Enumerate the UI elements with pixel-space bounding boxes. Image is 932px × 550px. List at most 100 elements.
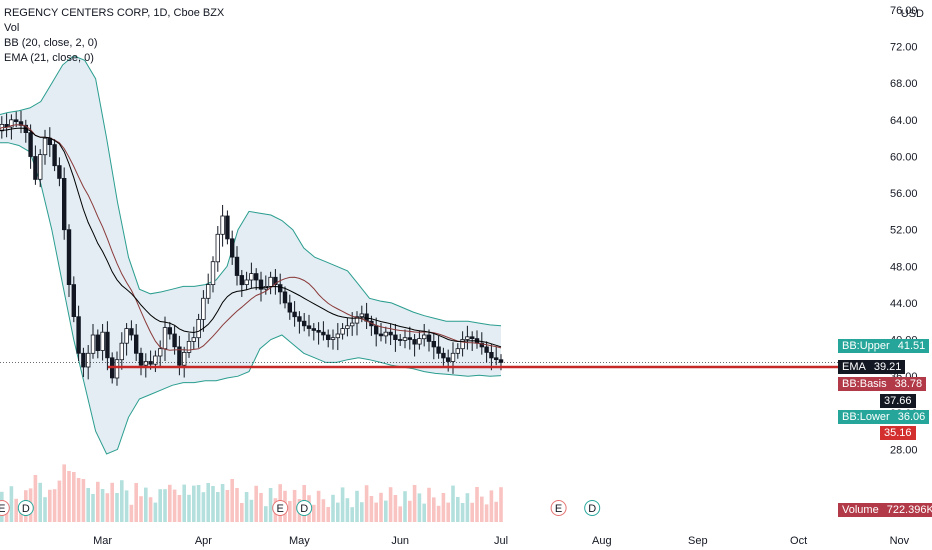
candle-body xyxy=(191,337,196,342)
volume-bar xyxy=(331,494,335,522)
volume-bar xyxy=(489,490,494,522)
candle-body xyxy=(258,279,264,290)
x-tick-label: Aug xyxy=(592,535,612,547)
candle-body xyxy=(287,302,292,313)
support-line[interactable] xyxy=(0,362,880,369)
x-tick-label: Sep xyxy=(688,535,708,547)
volume-bar xyxy=(441,493,446,522)
candle-body xyxy=(52,144,57,167)
volume-bar xyxy=(259,493,263,522)
candle-body xyxy=(489,351,494,359)
volume-bar xyxy=(403,491,407,522)
volume-bar xyxy=(14,498,18,522)
candle-body xyxy=(105,331,110,359)
y-tick-label: 56.00 xyxy=(890,188,918,200)
event-circle xyxy=(550,500,567,516)
x-tick-label: May xyxy=(289,535,310,547)
candle-body xyxy=(469,336,475,339)
time-axis[interactable]: Mar Apr May Jun Jul Aug Sep Oct Nov xyxy=(93,535,910,547)
candle-body xyxy=(177,346,182,366)
axis-value-label: Volume 722.396K xyxy=(838,503,932,517)
volume-bar xyxy=(33,475,38,522)
event-marker[interactable]: D xyxy=(296,500,313,516)
candle-body xyxy=(100,331,105,351)
event-marker[interactable]: E xyxy=(550,500,567,516)
candle-body xyxy=(172,333,177,348)
axis-label-value: 39.21 xyxy=(869,360,906,374)
volume-bar xyxy=(168,484,172,522)
candle-body xyxy=(431,340,436,348)
candle-body xyxy=(95,334,100,352)
axis-label-value: 36.06 xyxy=(893,410,930,424)
volume-bar xyxy=(355,490,359,522)
event-circle xyxy=(17,500,34,516)
candle-body xyxy=(81,352,86,368)
volume-bar xyxy=(451,485,455,522)
volume-bars xyxy=(0,464,503,522)
candle-body xyxy=(57,165,62,179)
volume-bar xyxy=(374,502,378,522)
indicator-bb[interactable]: BB (20, close, 2, 0) xyxy=(4,37,98,49)
volume-bar xyxy=(316,490,321,522)
event-circle xyxy=(272,500,289,516)
event-label: D xyxy=(588,503,596,515)
candle-body xyxy=(162,327,168,350)
indicator-vol[interactable]: Vol xyxy=(4,22,20,34)
indicator-ema[interactable]: EMA (21, close, 0) xyxy=(4,52,94,64)
currency-label[interactable]: USD xyxy=(900,8,924,20)
candle-body xyxy=(306,325,312,329)
volume-bar xyxy=(494,501,498,522)
event-marker[interactable]: E xyxy=(272,500,289,516)
volume-bar xyxy=(340,487,345,522)
volume-bar xyxy=(48,489,52,522)
volume-bar xyxy=(72,472,76,522)
event-marker[interactable]: D xyxy=(17,500,34,516)
volume-bar xyxy=(460,503,465,522)
symbol-title[interactable]: REGENCY CENTERS CORP, 1D, Cboe BZX xyxy=(4,7,225,19)
candle-body xyxy=(71,284,76,318)
candle-body xyxy=(378,333,384,337)
volume-bar xyxy=(240,503,244,522)
candle-body xyxy=(282,291,288,304)
event-marker[interactable]: D xyxy=(584,500,601,516)
volume-bar xyxy=(67,471,71,522)
volume-bar xyxy=(446,502,450,522)
candle-body xyxy=(90,334,96,354)
volume-bar xyxy=(182,484,186,522)
candle-body xyxy=(253,273,259,281)
volume-bar xyxy=(268,488,273,522)
volume-bar xyxy=(249,499,254,522)
candle-body xyxy=(114,359,120,379)
volume-bar xyxy=(206,483,210,522)
volume-bar xyxy=(120,480,124,522)
candle-body xyxy=(215,233,220,263)
volume-bar xyxy=(230,479,234,522)
y-tick-label: 52.00 xyxy=(890,225,918,237)
candle-body xyxy=(383,331,388,337)
candle-body xyxy=(124,328,129,344)
volume-bar xyxy=(220,484,225,522)
candle-body xyxy=(498,359,504,363)
volume-bar xyxy=(148,497,153,522)
volume-bar xyxy=(499,487,503,522)
volume-bar xyxy=(134,483,138,522)
candle-body xyxy=(76,316,81,354)
volume-bar xyxy=(81,479,86,522)
volume-bar xyxy=(96,481,100,522)
candle-body xyxy=(86,352,91,368)
volume-bar xyxy=(244,492,249,522)
x-tick-label: Jul xyxy=(494,535,508,547)
axis-value-label: 37.66 xyxy=(880,394,916,408)
candle-body xyxy=(316,329,321,333)
candle-body xyxy=(297,316,302,322)
event-marker[interactable]: E xyxy=(0,500,10,516)
y-tick-label: 72.00 xyxy=(890,42,918,54)
volume-bar xyxy=(216,492,220,522)
volume-bar xyxy=(124,490,129,522)
volume-bar xyxy=(292,490,297,522)
candle-body xyxy=(359,313,364,317)
event-label: E xyxy=(277,503,284,515)
ema-line xyxy=(0,127,502,348)
